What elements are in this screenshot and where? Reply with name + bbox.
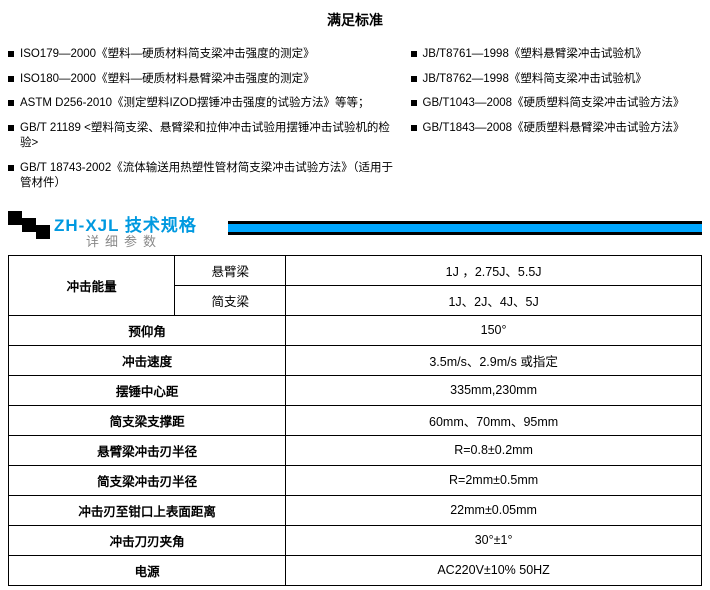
table-row: 简支梁支撑距60mm、70mm、95mm	[9, 405, 702, 435]
bullet-icon	[411, 125, 417, 131]
standard-item: ISO180—2000《塑料—硬质材料悬臂梁冲击强度的测定》	[8, 72, 397, 88]
spec-label: 冲击刃至钳口上表面距离	[9, 495, 286, 525]
bullet-icon	[8, 51, 14, 57]
standard-text: ISO180—2000《塑料—硬质材料悬臂梁冲击强度的测定》	[20, 72, 315, 88]
standard-text: ASTM D256-2010《测定塑料IZOD摆锤冲击强度的试验方法》等等；	[20, 96, 370, 112]
decor-square-icon	[22, 218, 36, 232]
spec-label: 简支梁支撑距	[9, 405, 286, 435]
standard-item: GB/T1843—2008《硬质塑料悬臂梁冲击试验方法》	[411, 121, 702, 137]
table-row: 冲击速度3.5m/s、2.9m/s 或指定	[9, 345, 702, 375]
standard-text: GB/T 18743-2002《流体输送用热塑性管材简支梁冲击试验方法》（适用于…	[20, 161, 397, 192]
table-row: 冲击能量悬臂梁1J ，2.75J、5.5J	[9, 255, 702, 285]
spec-sublabel: 悬臂梁	[175, 255, 286, 285]
spec-label: 冲击能量	[9, 255, 175, 315]
standard-item: ASTM D256-2010《测定塑料IZOD摆锤冲击强度的试验方法》等等；	[8, 96, 397, 112]
standard-text: JB/T8762—1998《塑料简支梁冲击试验机》	[423, 72, 647, 88]
spec-label: 冲击速度	[9, 345, 286, 375]
standard-item: GB/T 21189 <塑料简支梁、悬臂梁和拉伸冲击试验用摆锤冲击试验机的检验>	[8, 121, 397, 152]
standard-item: ISO179—2000《塑料—硬质材料简支梁冲击强度的测定》	[8, 47, 397, 63]
bullet-icon	[411, 51, 417, 57]
spec-value: R=2mm±0.5mm	[286, 465, 702, 495]
table-row: 悬臂梁冲击刃半径R=0.8±0.2mm	[9, 435, 702, 465]
standard-item: GB/T 18743-2002《流体输送用热塑性管材简支梁冲击试验方法》（适用于…	[8, 161, 397, 192]
bullet-icon	[8, 100, 14, 106]
bullet-icon	[411, 76, 417, 82]
section-bar	[228, 221, 702, 235]
standard-text: GB/T1843—2008《硬质塑料悬臂梁冲击试验方法》	[423, 121, 685, 137]
bullet-icon	[411, 100, 417, 106]
standards-block: ISO179—2000《塑料—硬质材料简支梁冲击强度的测定》 ISO180—200…	[8, 38, 702, 201]
spec-value: 1J、2J、4J、5J	[286, 285, 702, 315]
standards-right: JB/T8761—1998《塑料悬臂梁冲击试验机》 JB/T8762—1998《塑…	[411, 38, 702, 201]
table-row: 摆锤中心距335mm,230mm	[9, 375, 702, 405]
spec-label: 摆锤中心距	[9, 375, 286, 405]
decor-square-icon	[8, 211, 22, 225]
spec-label: 预仰角	[9, 315, 286, 345]
bullet-icon	[8, 165, 14, 171]
section-subtitle: 详细参数	[86, 231, 162, 250]
spec-table: 冲击能量悬臂梁1J ，2.75J、5.5J简支梁1J、2J、4J、5J预仰角15…	[8, 255, 702, 586]
spec-label: 悬臂梁冲击刃半径	[9, 435, 286, 465]
spec-value: 1J ，2.75J、5.5J	[286, 255, 702, 285]
page-title: 满足标准	[8, 10, 702, 30]
spec-value: 30°±1°	[286, 525, 702, 555]
spec-value: 60mm、70mm、95mm	[286, 405, 702, 435]
spec-label: 电源	[9, 555, 286, 585]
table-row: 电源AC220V±10% 50HZ	[9, 555, 702, 585]
standards-left: ISO179—2000《塑料—硬质材料简支梁冲击强度的测定》 ISO180—200…	[8, 38, 397, 201]
standard-text: GB/T1043—2008《硬质塑料简支梁冲击试验方法》	[423, 96, 685, 112]
spec-sublabel: 简支梁	[175, 285, 286, 315]
spec-value: R=0.8±0.2mm	[286, 435, 702, 465]
spec-value: 22mm±0.05mm	[286, 495, 702, 525]
spec-value: 3.5m/s、2.9m/s 或指定	[286, 345, 702, 375]
standard-item: JB/T8761—1998《塑料悬臂梁冲击试验机》	[411, 47, 702, 63]
standard-text: ISO179—2000《塑料—硬质材料简支梁冲击强度的测定》	[20, 47, 315, 63]
decor-square-icon	[36, 225, 50, 239]
standard-text: JB/T8761—1998《塑料悬臂梁冲击试验机》	[423, 47, 647, 63]
spec-label: 冲击刀刃夹角	[9, 525, 286, 555]
table-row: 简支梁冲击刃半径R=2mm±0.5mm	[9, 465, 702, 495]
table-row: 冲击刀刃夹角30°±1°	[9, 525, 702, 555]
bullet-icon	[8, 125, 14, 131]
spec-value: 335mm,230mm	[286, 375, 702, 405]
spec-label: 简支梁冲击刃半径	[9, 465, 286, 495]
standard-text: GB/T 21189 <塑料简支梁、悬臂梁和拉伸冲击试验用摆锤冲击试验机的检验>	[20, 121, 397, 152]
spec-value: AC220V±10% 50HZ	[286, 555, 702, 585]
section-header: ZH-XJL 技术规格 详细参数	[8, 207, 702, 249]
spec-value: 150°	[286, 315, 702, 345]
bullet-icon	[8, 76, 14, 82]
standard-item: GB/T1043—2008《硬质塑料简支梁冲击试验方法》	[411, 96, 702, 112]
table-row: 冲击刃至钳口上表面距离22mm±0.05mm	[9, 495, 702, 525]
table-row: 预仰角150°	[9, 315, 702, 345]
standard-item: JB/T8762—1998《塑料简支梁冲击试验机》	[411, 72, 702, 88]
